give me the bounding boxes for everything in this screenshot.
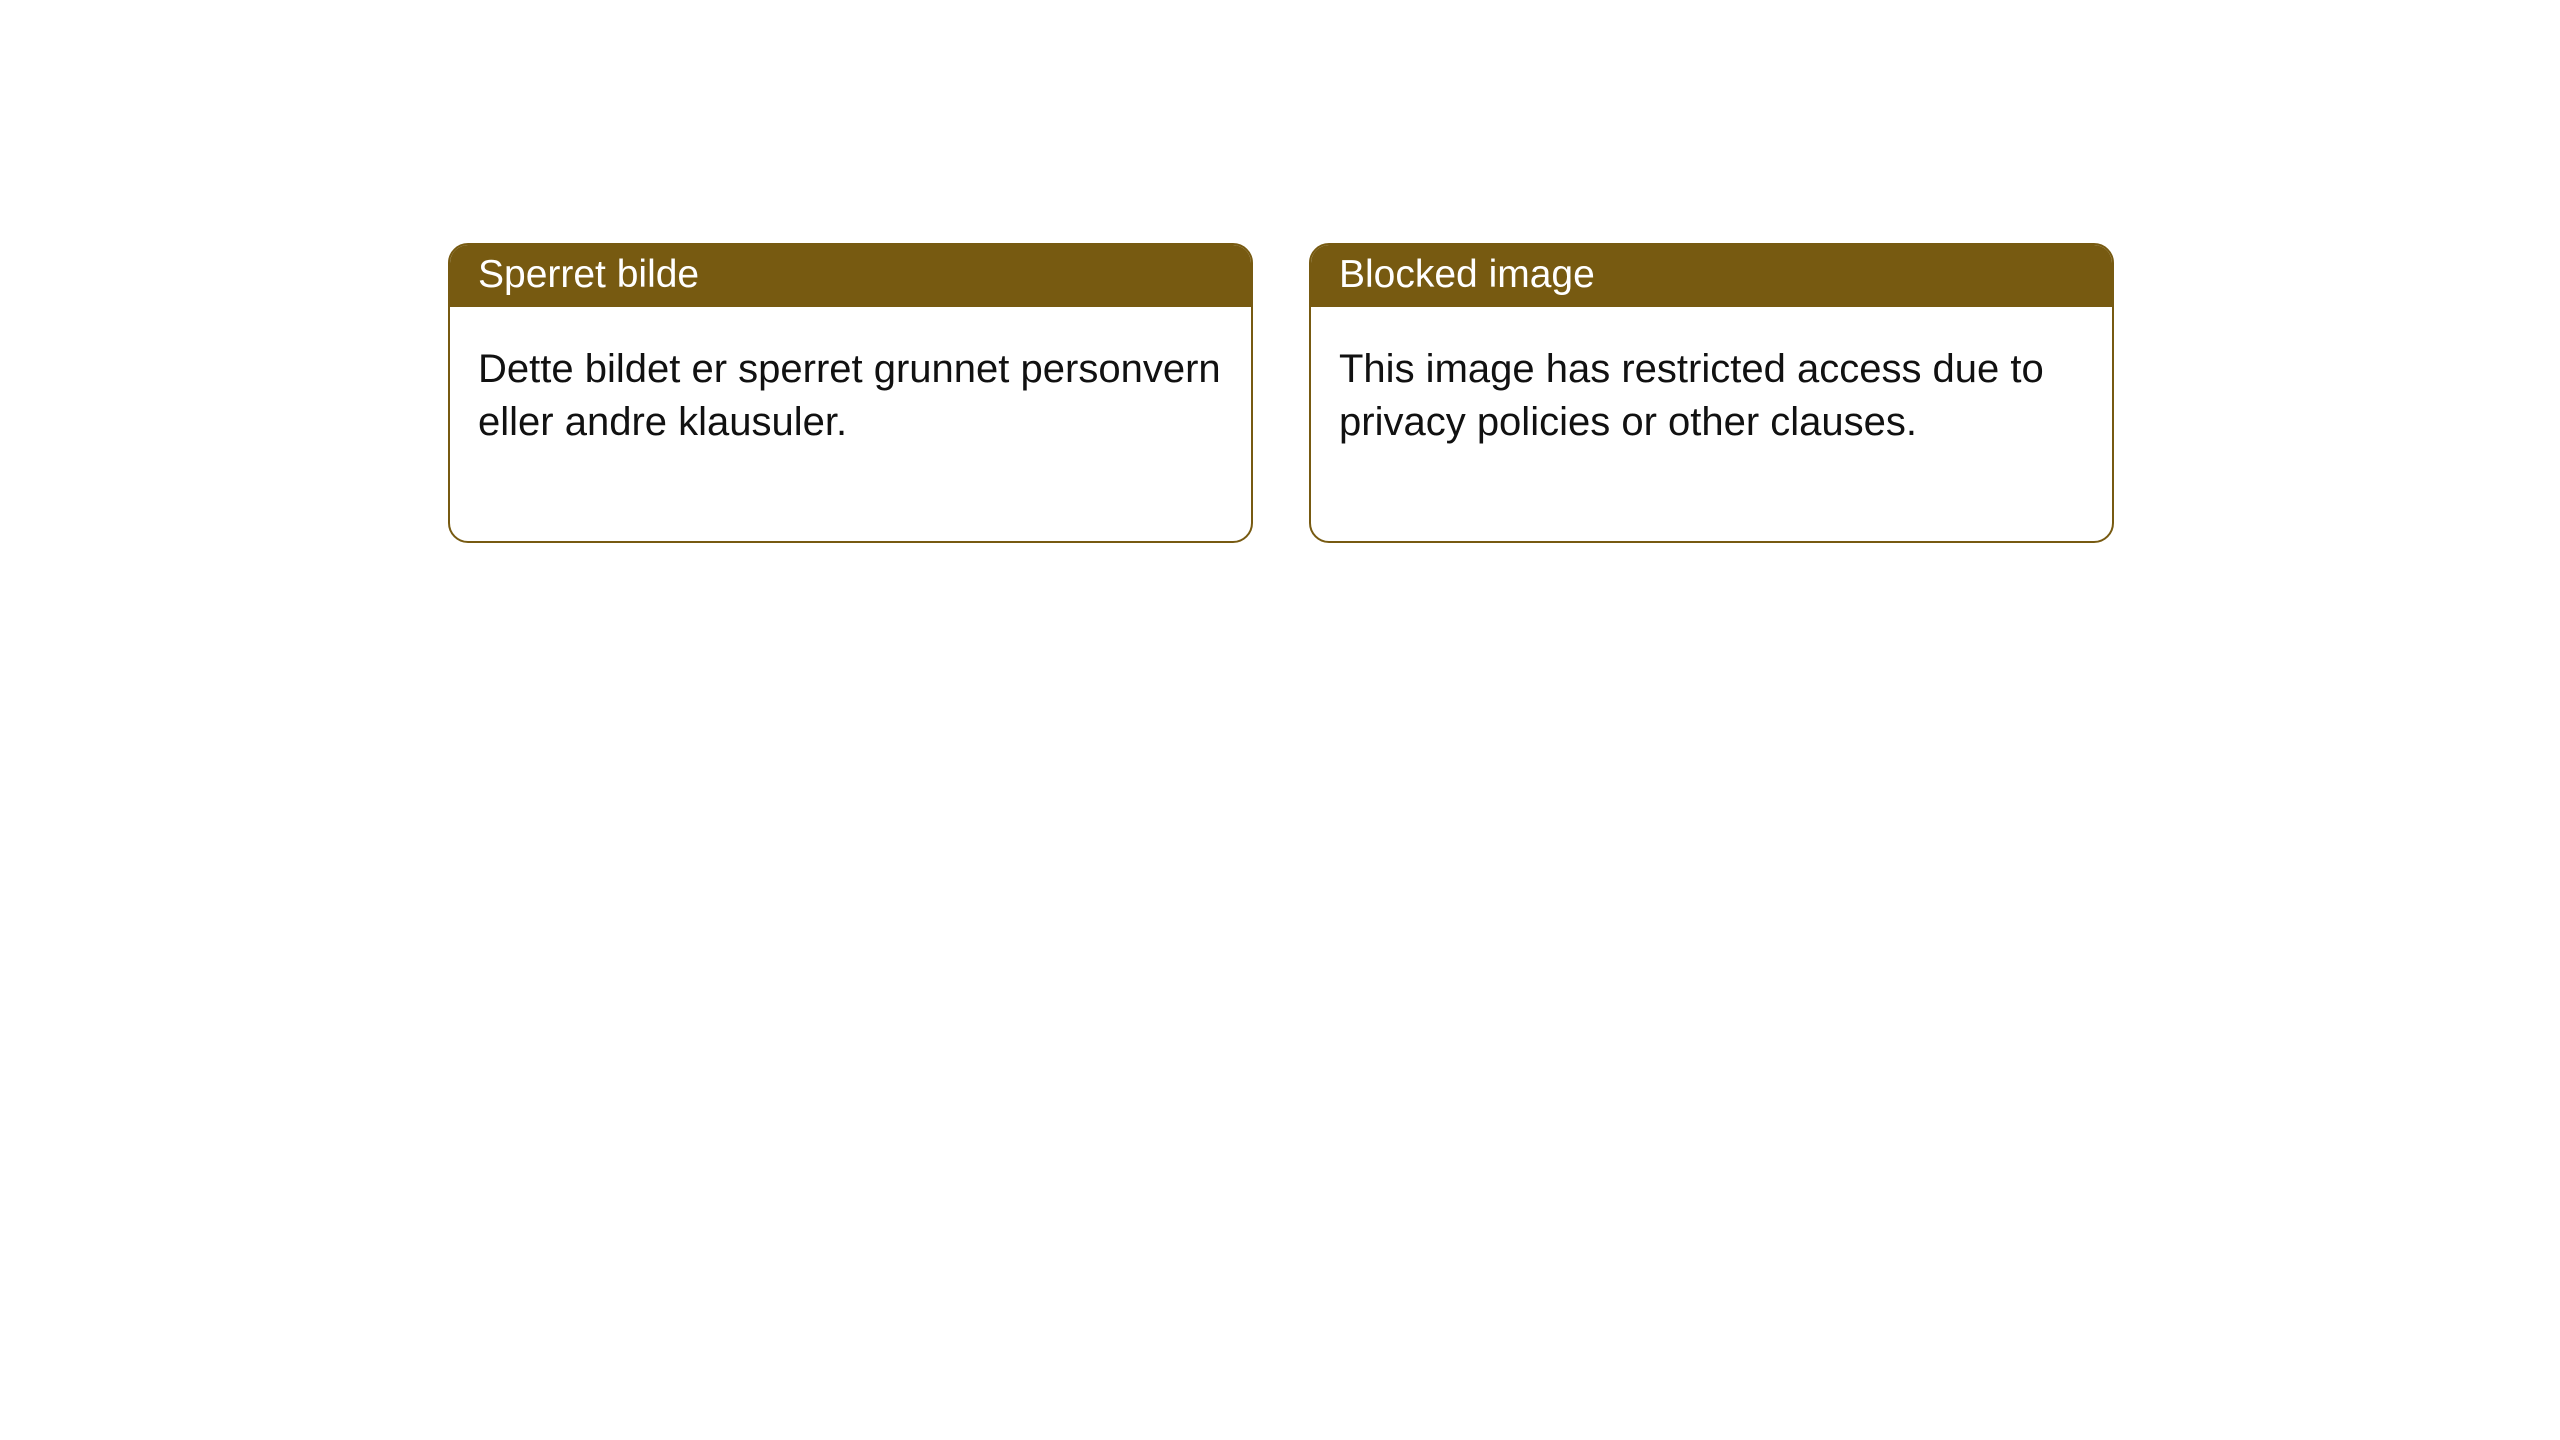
notice-card-english: Blocked image This image has restricted … <box>1309 243 2114 543</box>
notice-title-english: Blocked image <box>1311 245 2112 307</box>
notice-container: Sperret bilde Dette bildet er sperret gr… <box>0 0 2560 543</box>
notice-title-norwegian: Sperret bilde <box>450 245 1251 307</box>
notice-body-norwegian: Dette bildet er sperret grunnet personve… <box>450 307 1251 541</box>
notice-body-english: This image has restricted access due to … <box>1311 307 2112 541</box>
notice-card-norwegian: Sperret bilde Dette bildet er sperret gr… <box>448 243 1253 543</box>
